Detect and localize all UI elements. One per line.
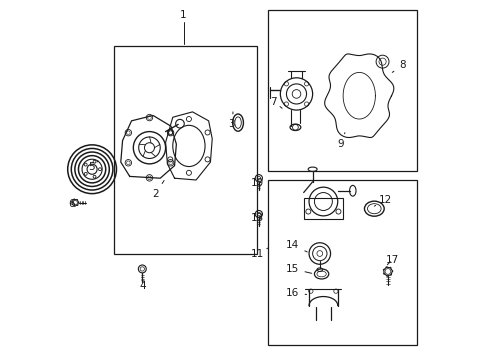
Text: 16: 16 bbox=[285, 288, 306, 298]
Text: 13: 13 bbox=[250, 213, 264, 223]
Text: 11: 11 bbox=[250, 248, 267, 259]
Text: 15: 15 bbox=[285, 264, 311, 274]
Bar bbox=[267, 10, 416, 171]
Text: 1: 1 bbox=[180, 10, 186, 21]
Bar bbox=[303, 198, 343, 220]
Text: 2: 2 bbox=[152, 180, 164, 199]
Text: 10: 10 bbox=[250, 177, 264, 188]
Text: 8: 8 bbox=[391, 60, 405, 72]
Bar bbox=[113, 45, 257, 253]
Text: 6: 6 bbox=[68, 199, 75, 210]
Text: 17: 17 bbox=[385, 255, 398, 265]
Text: 14: 14 bbox=[285, 240, 306, 252]
Bar bbox=[267, 180, 416, 345]
Text: 9: 9 bbox=[337, 133, 344, 149]
Text: 4: 4 bbox=[139, 277, 145, 291]
Text: 7: 7 bbox=[270, 97, 282, 108]
Text: 5: 5 bbox=[87, 161, 98, 172]
Text: 12: 12 bbox=[373, 195, 391, 206]
Text: 3: 3 bbox=[228, 112, 235, 129]
